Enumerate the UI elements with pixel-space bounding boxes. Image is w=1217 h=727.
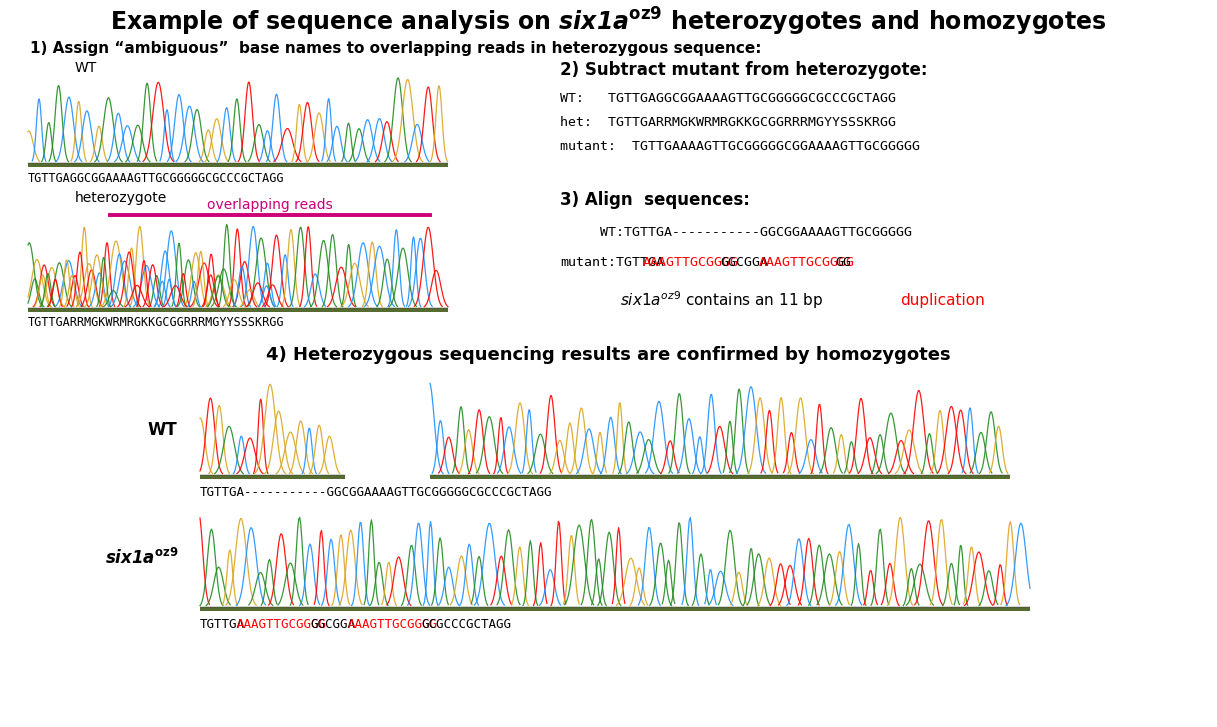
- Text: WT: WT: [75, 61, 97, 75]
- Text: $\mathit{six1a}^{oz9}$ contains an 11 bp: $\mathit{six1a}^{oz9}$ contains an 11 bp: [619, 289, 824, 311]
- Text: AAAGTTGCGGGG: AAAGTTGCGGGG: [348, 617, 438, 630]
- Text: AAAGTTGCGGGG: AAAGTTGCGGGG: [237, 617, 327, 630]
- Text: 4) Heterozygous sequencing results are confirmed by homozygotes: 4) Heterozygous sequencing results are c…: [265, 346, 950, 364]
- Text: 2) Subtract mutant from heterozygote:: 2) Subtract mutant from heterozygote:: [560, 61, 927, 79]
- Text: GGCGGA: GGCGGA: [720, 257, 768, 270]
- Text: TGTTGA: TGTTGA: [200, 617, 245, 630]
- Text: mutant:TGTTGA: mutant:TGTTGA: [560, 257, 664, 270]
- Text: overlapping reads: overlapping reads: [207, 198, 333, 212]
- Text: AAAGTTGCGGGG: AAAGTTGCGGGG: [758, 257, 854, 270]
- Bar: [430, 475, 1010, 479]
- Text: GCGCCCGCTAGG: GCGCCCGCTAGG: [421, 617, 511, 630]
- Text: TGTTGAGGCGGAAAAGTTGCGGGGGCGCCCGCTAGG: TGTTGAGGCGGAAAAGTTGCGGGGGCGCCCGCTAGG: [28, 172, 285, 185]
- Text: Example of sequence analysis on $\bfit{six1a}^{\mathbf{oz9}}$ heterozygotes and : Example of sequence analysis on $\bfit{s…: [110, 6, 1106, 38]
- Text: GGCGGA: GGCGGA: [310, 617, 355, 630]
- Text: heterozygote: heterozygote: [75, 191, 167, 205]
- Text: WT:TGTTGA-----------GGCGGAAAAGTTGCGGGGG: WT:TGTTGA-----------GGCGGAAAAGTTGCGGGGG: [560, 225, 912, 238]
- Text: GG: GG: [835, 257, 851, 270]
- Bar: [200, 607, 1030, 611]
- Text: 3) Align  sequences:: 3) Align sequences:: [560, 191, 750, 209]
- Bar: [28, 163, 448, 167]
- Text: WT:   TGTTGAGGCGGAAAAGTTGCGGGGGCGCCCGCTAGG: WT: TGTTGAGGCGGAAAAGTTGCGGGGGCGCCCGCTAGG: [560, 92, 896, 105]
- Bar: [28, 308, 448, 312]
- Text: 1) Assign “ambiguous”  base names to overlapping reads in heterozygous sequence:: 1) Assign “ambiguous” base names to over…: [30, 41, 762, 55]
- Bar: [200, 475, 344, 479]
- Text: duplication: duplication: [901, 292, 985, 308]
- Text: AAAGTTGCGGGG: AAAGTTGCGGGG: [644, 257, 739, 270]
- Text: $\bfit{six1a}^{\mathbf{oz9}}$: $\bfit{six1a}^{\mathbf{oz9}}$: [105, 548, 179, 568]
- Text: TGTTGA-----------GGCGGAAAAGTTGCGGGGGCGCCCGCTAGG: TGTTGA-----------GGCGGAAAAGTTGCGGGGGCGCC…: [200, 486, 553, 499]
- Text: het:  TGTTGARRMGKWRMRGKKGCGGRRRMGYYSSSKRGG: het: TGTTGARRMGKWRMRGKKGCGGRRRMGYYSSSKRG…: [560, 116, 896, 129]
- Text: TGTTGARRMGKWRMRGKKGCGGRRRMGYYSSSKRGG: TGTTGARRMGKWRMRGKKGCGGRRRMGYYSSSKRGG: [28, 316, 285, 329]
- Text: WT: WT: [148, 421, 178, 439]
- Text: mutant:  TGTTGAAAAGTTGCGGGGGCGGAAAAGTTGCGGGGG: mutant: TGTTGAAAAGTTGCGGGGGCGGAAAAGTTGCG…: [560, 140, 920, 153]
